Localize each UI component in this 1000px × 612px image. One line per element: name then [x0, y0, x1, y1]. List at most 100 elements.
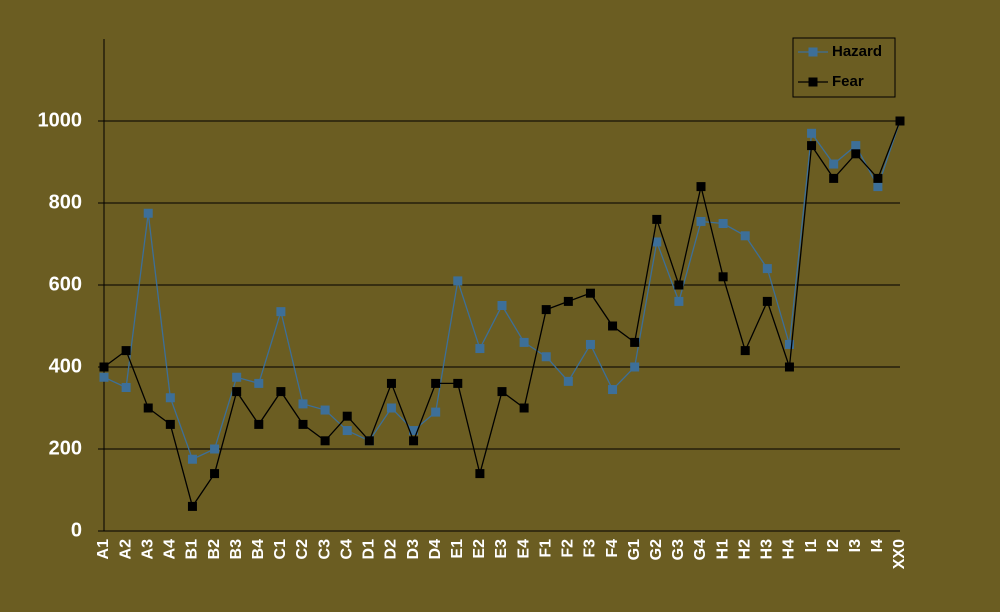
data-point	[519, 403, 529, 413]
x-tick-label: H1	[714, 539, 731, 560]
data-point	[807, 141, 817, 151]
data-point	[232, 372, 242, 382]
data-point	[762, 264, 772, 274]
x-tick-label: E2	[471, 539, 488, 559]
data-point	[99, 362, 109, 372]
data-point	[784, 339, 794, 349]
data-point	[497, 387, 507, 397]
data-point	[386, 378, 396, 388]
y-tick-label: 0	[71, 519, 82, 541]
x-tick-label: G4	[692, 539, 709, 560]
legend-box	[792, 37, 896, 98]
data-point	[674, 296, 684, 306]
data-point	[807, 128, 817, 138]
x-tick-label: I4	[869, 539, 886, 552]
y-tick-label: 400	[49, 355, 82, 377]
legend-marker	[808, 77, 818, 87]
data-point	[298, 399, 308, 409]
x-tick-label: B4	[250, 539, 267, 560]
x-tick-label: F4	[604, 539, 621, 558]
data-point	[276, 387, 286, 397]
x-tick-label: H4	[781, 539, 798, 560]
data-point	[519, 337, 529, 347]
data-point	[409, 426, 419, 436]
x-tick-label: B3	[228, 539, 245, 560]
x-tick-label: F2	[560, 539, 577, 558]
data-point	[143, 403, 153, 413]
data-point	[453, 378, 463, 388]
data-point	[187, 501, 197, 511]
legend-marker	[808, 47, 818, 57]
data-point	[630, 362, 640, 372]
data-point	[99, 372, 109, 382]
data-point	[121, 346, 131, 356]
data-point	[784, 362, 794, 372]
data-point	[475, 469, 485, 479]
legend-label: Hazard	[832, 43, 882, 60]
x-tick-label: I3	[847, 539, 864, 552]
x-tick-label: A2	[117, 539, 134, 560]
data-point	[895, 116, 905, 126]
data-point	[497, 301, 507, 310]
data-point	[475, 344, 485, 354]
data-point	[165, 419, 175, 429]
data-point	[342, 426, 352, 436]
x-tick-label: I2	[825, 539, 842, 552]
data-point	[585, 288, 595, 298]
data-point	[829, 173, 839, 183]
data-point	[210, 444, 220, 454]
x-tick-label: I1	[803, 539, 820, 552]
data-point	[187, 454, 197, 464]
data-point	[409, 436, 419, 446]
x-tick-label: B1	[184, 539, 201, 560]
data-point	[563, 296, 573, 306]
data-point	[453, 276, 463, 286]
x-tick-label: D3	[405, 539, 422, 560]
data-point	[320, 436, 330, 446]
data-point	[740, 346, 750, 356]
data-point	[608, 321, 618, 331]
x-tick-label: F1	[537, 539, 554, 558]
data-point	[254, 378, 264, 388]
x-tick-label: D4	[427, 539, 444, 560]
data-point	[320, 405, 330, 415]
data-point	[718, 219, 728, 228]
data-point	[696, 216, 706, 226]
data-point	[541, 305, 551, 315]
x-tick-label: A4	[162, 539, 179, 560]
x-tick-label: C2	[294, 539, 311, 560]
x-tick-label: C4	[338, 539, 355, 560]
data-point	[342, 411, 352, 421]
data-point	[630, 337, 640, 347]
data-point	[210, 469, 220, 479]
data-point	[431, 378, 441, 388]
data-point	[718, 272, 728, 282]
data-point	[431, 407, 441, 417]
data-point	[541, 352, 551, 362]
data-point	[364, 436, 374, 446]
data-point	[608, 385, 618, 395]
x-tick-label: A1	[95, 539, 112, 560]
data-point	[121, 383, 131, 392]
x-tick-label: E3	[493, 539, 510, 559]
x-tick-label: XX0	[891, 539, 908, 569]
y-tick-label: 600	[49, 273, 82, 295]
data-point	[851, 141, 861, 151]
y-tick-label: 1000	[38, 109, 83, 131]
x-tick-label: G1	[626, 539, 643, 560]
data-point	[143, 208, 153, 218]
data-point	[829, 159, 839, 169]
x-tick-label: C1	[272, 539, 289, 560]
data-point	[873, 173, 883, 183]
data-point	[696, 182, 706, 192]
data-point	[232, 387, 242, 397]
x-tick-label: H2	[736, 539, 753, 560]
x-tick-label: A3	[139, 539, 156, 560]
x-tick-label: C3	[316, 539, 333, 560]
x-tick-label: D1	[361, 539, 378, 560]
y-tick-label: 200	[49, 437, 82, 459]
x-tick-label: G3	[670, 539, 687, 560]
data-point	[652, 214, 662, 224]
